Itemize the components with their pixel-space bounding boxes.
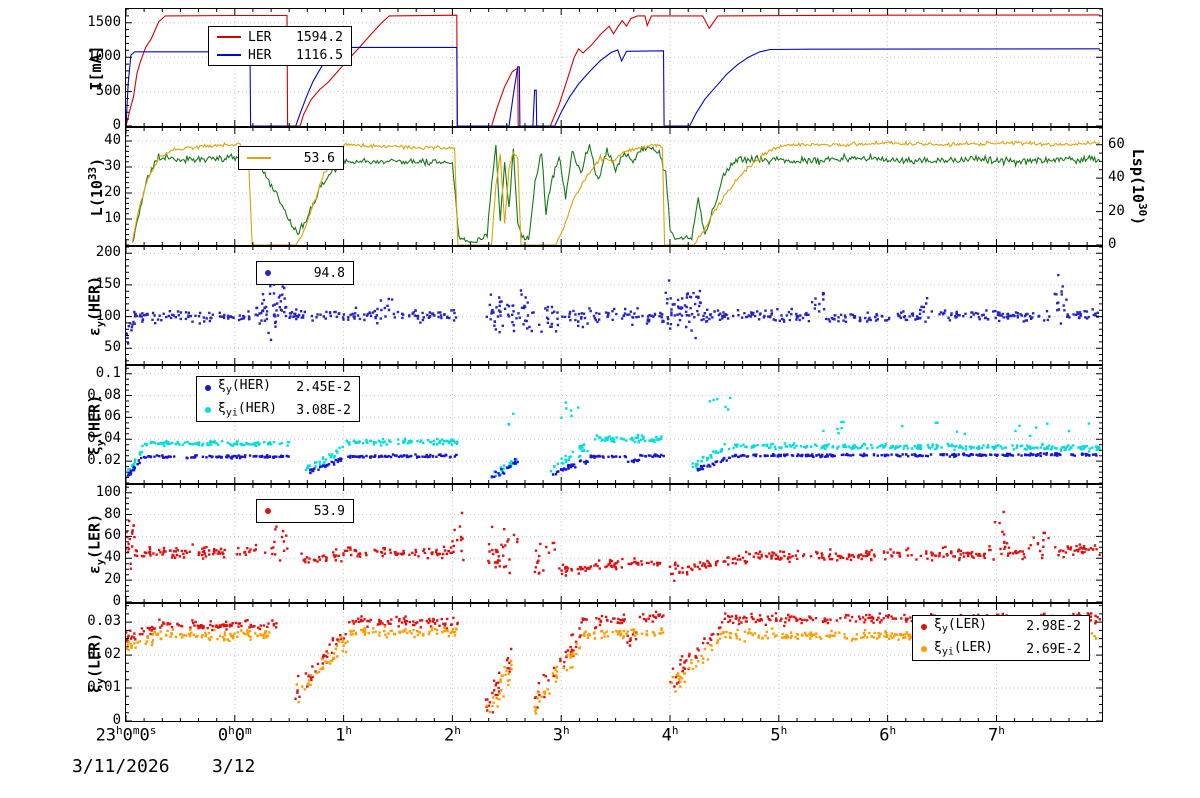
legend-label-xiy-ler: ξy(LER)	[934, 616, 987, 635]
legend-label-xiyi-ler: ξyi(LER)	[934, 639, 994, 658]
y-tick-label: 20	[104, 571, 121, 588]
x-tick-label: 5h	[770, 724, 788, 746]
xiy-her-dot-swatch	[205, 384, 211, 391]
y-tick-label: 200	[95, 244, 121, 261]
xiy-ler-dot-swatch	[921, 623, 927, 630]
legend-label-xiyi-her: ξyi(HER)	[218, 400, 278, 419]
panel-xiy-her-plot	[126, 366, 1102, 483]
panel-current-plot	[126, 9, 1102, 126]
legend-ey-ler: 53.9	[256, 499, 354, 523]
legend-row-xiy-ler: ξy(LER) 2.98E-2	[921, 617, 1081, 637]
legend-xiy-ler: ξy(LER) 2.98E-2 ξyi(LER) 2.69E-2	[912, 615, 1090, 661]
y-tick-label: 0	[112, 117, 121, 133]
x-tick-label: 3h	[552, 724, 570, 746]
ey-her-dot-swatch	[265, 270, 271, 276]
y-tick-label: 500	[95, 82, 121, 99]
legend-row-ey-her: 94.8	[265, 266, 345, 281]
right-y-tick-label: 0	[1108, 236, 1117, 252]
legend-value-her: 1116.5	[296, 47, 343, 63]
ey-ler-dot-swatch	[265, 508, 271, 514]
ler-line-swatch	[217, 36, 241, 38]
legend-row-ler: LER 1594.2	[217, 30, 343, 45]
legend-row-ey-ler: 53.9	[265, 504, 345, 519]
legend-label-ler: LER	[248, 29, 272, 45]
lsp-line-swatch	[247, 157, 271, 159]
panel-ey-ler-plot	[126, 485, 1102, 602]
legend-value-xiyi-ler: 2.69E-2	[1026, 641, 1081, 657]
legend-label-xiy-her: ξy(HER)	[218, 377, 271, 396]
panel-luminosity	[125, 127, 1103, 246]
y-axis-title-current: I[mA]	[87, 44, 105, 91]
x-tick-label: 2h	[443, 724, 461, 746]
right-y-tick-label: 60	[1108, 135, 1125, 152]
y-axis-title-ey-her: εy(HER)	[85, 275, 107, 336]
right-y-tick-label: 40	[1108, 169, 1125, 186]
y-tick-label: 10	[104, 210, 121, 226]
y-tick-label: 60	[104, 527, 121, 544]
xiyi-her-dot-swatch	[205, 407, 211, 414]
y-tick-label: 40	[104, 549, 121, 566]
y-tick-label: 0.01	[87, 679, 121, 696]
her-line-swatch	[217, 54, 241, 56]
right-y-axis-title: Lsp(1030)	[1129, 148, 1149, 225]
legend-value-ey-ler: 53.9	[313, 503, 345, 519]
panel-luminosity-plot	[126, 128, 1102, 245]
x-tick-label: 1h	[335, 724, 353, 746]
y-tick-label: 1000	[87, 48, 121, 65]
y-axis-title-xiy-her: ξy(HER)	[85, 394, 107, 455]
legend-current: LER 1594.2 HER 1116.5	[208, 26, 352, 66]
y-axis-title-ey-ler: εy(LER)	[85, 513, 107, 574]
legend-value-lsp: 53.6	[303, 150, 335, 166]
legend-luminosity: 53.6	[238, 146, 344, 170]
y-tick-label: 0.02	[87, 646, 121, 663]
x-tick-label: 4h	[661, 724, 679, 746]
x-tick-label: 0h0m	[217, 724, 252, 746]
y-tick-label: 100	[95, 483, 121, 500]
legend-value-xiy-ler: 2.98E-2	[1026, 619, 1081, 635]
x-tick-label: 7h	[988, 724, 1005, 746]
date-label-start: 3/11/2026	[72, 756, 170, 777]
legend-row-xiyi-ler: ξyi(LER) 2.69E-2	[921, 640, 1081, 660]
legend-value-xiyi-her: 3.08E-2	[296, 402, 351, 418]
legend-ey-her: 94.8	[256, 261, 354, 285]
date-label-next-day: 3/12	[212, 756, 256, 777]
legend-xiy-her: ξy(HER) 2.45E-2 ξyi(HER) 3.08E-2	[196, 376, 360, 422]
legend-value-ey-her: 94.8	[313, 265, 345, 281]
panel-ey-her-plot	[126, 247, 1102, 364]
legend-label-her: HER	[248, 47, 272, 63]
xiyi-ler-dot-swatch	[921, 646, 927, 653]
x-tick-label: 23h0m0s	[95, 724, 157, 746]
y-tick-label: 0.08	[87, 386, 121, 403]
legend-value-ler: 1594.2	[296, 29, 343, 45]
y-tick-label: 0	[112, 593, 121, 609]
y-tick-label: 30	[104, 158, 121, 174]
y-tick-label: 0.02	[87, 452, 121, 469]
y-axis-title-xiy-ler: ξy(LER)	[85, 632, 107, 693]
y-tick-label: 100	[95, 307, 121, 324]
legend-row-xiyi-her: ξyi(HER) 3.08E-2	[205, 401, 351, 421]
y-tick-label: 20	[104, 184, 121, 200]
right-y-tick-label: 20	[1108, 202, 1125, 219]
y-tick-label: 0.03	[87, 613, 121, 630]
y-tick-label: 40	[104, 132, 121, 148]
legend-row-xiy-her: ξy(HER) 2.45E-2	[205, 378, 351, 398]
legend-row-lsp: 53.6	[247, 151, 335, 166]
y-tick-label: 50	[104, 339, 121, 356]
legend-row-her: HER 1116.5	[217, 48, 343, 63]
legend-value-xiy-her: 2.45E-2	[296, 380, 351, 396]
y-tick-label: 0	[112, 712, 121, 728]
y-tick-label: 0.06	[87, 408, 121, 425]
x-tick-label: 6h	[879, 724, 897, 746]
y-tick-label: 0.04	[87, 430, 121, 447]
y-tick-label: 150	[95, 275, 121, 292]
y-tick-label: 1500	[87, 13, 121, 30]
y-tick-label: 80	[104, 505, 121, 522]
y-axis-title-luminosity: L(1033)	[86, 157, 106, 216]
panel-ey-her	[125, 246, 1103, 365]
y-tick-label: 0.1	[95, 364, 121, 381]
